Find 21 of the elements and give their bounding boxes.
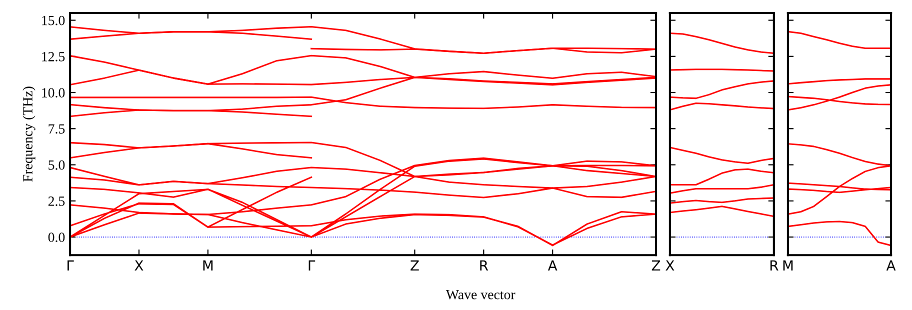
y-tick-label: 2.5 [48,196,65,206]
x-tick-label: Z [652,260,660,271]
y-tick-label: 12.5 [42,52,65,62]
x-tick-label: A [548,260,558,271]
y-tick-label: 0.0 [48,232,65,242]
x-tick-label: Γ [68,260,74,271]
x-tick-label: Γ [308,260,316,271]
x-tick-label: Z [410,260,419,271]
y-axis-title: Frequency (THz) [22,86,36,182]
y-tick-label: 10.0 [42,88,65,98]
y-tick-label: 15.0 [42,16,65,26]
x-tick-label: M [783,260,793,271]
x-tick-label: X [134,260,144,271]
x-tick-label: R [480,260,488,271]
x-tick-label: M [203,260,213,271]
y-tick-label: 5.0 [48,160,65,170]
x-axis-title: Wave vector [446,290,516,300]
x-tick-label: A [886,260,896,271]
x-tick-label: X [666,260,674,271]
y-tick-label: 7.5 [48,124,65,134]
x-tick-label: R [770,260,778,271]
